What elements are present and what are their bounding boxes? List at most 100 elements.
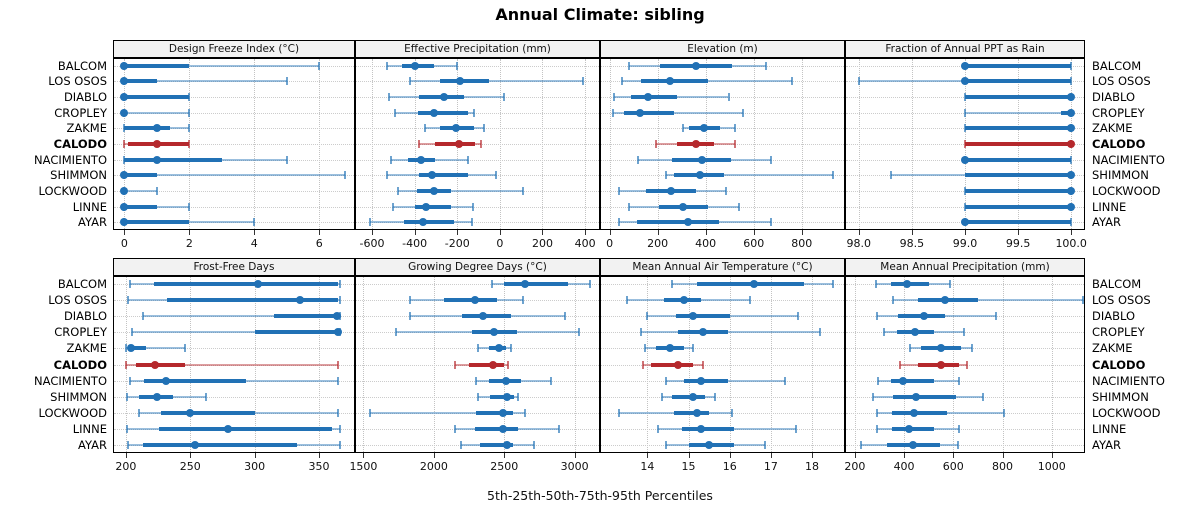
whisker-cap — [417, 140, 420, 148]
x-tick-label: 1500 — [349, 460, 378, 473]
x-tick-label: 17 — [763, 460, 778, 473]
series-label-left: SHIMMON — [50, 389, 107, 404]
whisker-cap — [510, 344, 513, 353]
series-label-right: BALCOM — [1092, 277, 1142, 292]
whisker-cap — [476, 344, 479, 353]
x-axis-tick — [433, 453, 435, 458]
whisker-cap — [1070, 155, 1073, 164]
whisker-cap — [456, 61, 459, 70]
whisker-line — [124, 189, 157, 192]
x-tick-label: 800 — [791, 237, 813, 250]
iqr-bar — [682, 426, 734, 431]
panel-strip-fraction-of-annual-ppt-as-rain: Fraction of Annual PPT as Rain — [845, 40, 1085, 58]
iqr-bar — [124, 126, 170, 131]
median-dot — [698, 328, 707, 337]
whisker-cap — [338, 424, 341, 433]
x-tick-label: -400 — [402, 237, 428, 250]
series-label-left: LINNE — [72, 421, 107, 436]
x-tick-label: 200 — [844, 460, 866, 473]
whisker-line — [893, 299, 1083, 302]
whisker-cap — [627, 61, 630, 70]
gridline — [114, 364, 354, 366]
whisker-cap — [188, 108, 191, 117]
x-axis-tick — [254, 230, 256, 235]
whisker-cap — [141, 312, 144, 321]
whisker-cap — [655, 140, 658, 148]
whisker-line — [124, 205, 190, 208]
iqr-bar — [124, 173, 157, 178]
whisker-cap — [819, 328, 822, 337]
median-dot — [127, 344, 136, 353]
x-axis-tick — [657, 230, 659, 235]
median-dot — [494, 344, 503, 353]
median-dot — [1067, 202, 1076, 211]
median-dot — [919, 312, 928, 321]
whisker-cap — [475, 376, 478, 385]
whisker-cap — [494, 171, 497, 180]
median-dot — [1067, 108, 1076, 117]
whisker-cap — [126, 392, 129, 401]
whisker-cap — [490, 280, 493, 289]
whisker-cap — [764, 61, 767, 70]
median-dot — [422, 202, 431, 211]
median-dot — [452, 124, 461, 133]
whisker-cap — [318, 61, 321, 70]
median-dot — [692, 140, 701, 148]
x-axis-tick — [1071, 230, 1073, 235]
gridline — [356, 444, 599, 446]
whisker-cap — [344, 171, 347, 180]
iqr-bar — [167, 298, 339, 303]
x-tick-label: 1000 — [1037, 460, 1066, 473]
x-tick-label: 350 — [308, 460, 330, 473]
x-tick-label: -200 — [444, 237, 470, 250]
whisker-cap — [388, 93, 391, 102]
gridline — [601, 81, 844, 83]
whisker-cap — [957, 440, 960, 449]
gridline — [601, 144, 844, 145]
median-dot — [503, 392, 512, 401]
iqr-bar — [674, 410, 710, 415]
gridline — [356, 284, 599, 286]
whisker-cap — [338, 280, 341, 289]
series-label-right: NACIMIENTO — [1092, 152, 1165, 167]
x-tick-label: 300 — [244, 460, 266, 473]
whisker-cap — [948, 280, 951, 289]
whisker-cap — [408, 312, 411, 321]
x-axis-tick — [688, 453, 690, 458]
gridline — [356, 380, 599, 382]
whisker-cap — [876, 424, 878, 433]
median-dot — [909, 408, 918, 417]
x-axis-tick — [457, 230, 459, 235]
chart-caption: 5th-25th-50th-75th-95th Percentiles — [487, 488, 713, 503]
gridline — [846, 444, 1084, 446]
whisker-cap — [620, 77, 623, 86]
whisker-cap — [872, 392, 875, 401]
whisker-cap — [981, 392, 984, 401]
median-dot — [479, 312, 488, 321]
whisker-cap — [563, 312, 566, 321]
x-axis-tick — [585, 230, 587, 235]
whisker-cap — [453, 424, 456, 433]
whisker-line — [410, 80, 583, 83]
whisker-cap — [473, 108, 476, 117]
whisker-cap — [874, 280, 877, 289]
median-dot — [688, 312, 697, 321]
whisker-cap — [524, 408, 527, 417]
x-tick-label: 200 — [647, 237, 669, 250]
median-dot — [696, 424, 705, 433]
iqr-bar — [417, 110, 468, 115]
x-tick-label: 3000 — [560, 460, 589, 473]
median-dot — [440, 93, 449, 102]
whisker-cap — [883, 328, 886, 337]
whisker-cap — [725, 186, 728, 195]
gridline — [114, 396, 354, 398]
whisker-cap — [368, 218, 371, 227]
whisker-cap — [128, 280, 131, 289]
median-dot — [151, 360, 160, 369]
median-dot — [666, 186, 675, 195]
whisker-cap — [503, 93, 506, 102]
gridline — [114, 316, 354, 318]
whisker-cap — [714, 392, 717, 401]
whisker-cap — [857, 77, 860, 86]
